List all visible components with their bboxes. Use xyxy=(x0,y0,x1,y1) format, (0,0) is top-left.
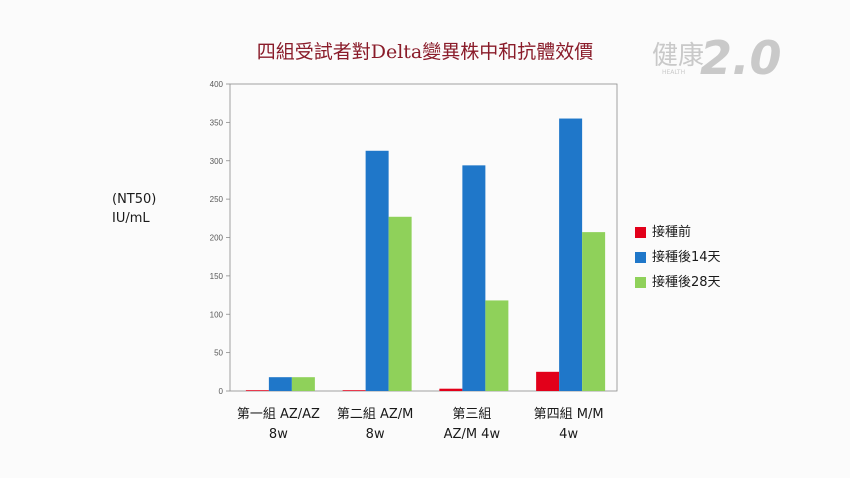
y-tick-label: 100 xyxy=(210,310,224,319)
y-tick-label: 350 xyxy=(210,118,224,127)
bar-3-4 xyxy=(582,232,606,391)
bar-2-1 xyxy=(268,377,292,391)
bar-2-2 xyxy=(365,150,389,391)
chart-title: 四組受試者對Delta變異株中和抗體效價 xyxy=(257,41,594,63)
y-axis-label: IU/mL xyxy=(112,211,150,226)
category-label: AZ/M 4w xyxy=(444,427,501,442)
legend-label: 接種前 xyxy=(652,224,691,240)
health-2-logo: 健康 2.0 HEALTH xyxy=(652,31,782,85)
bar-3-1 xyxy=(291,377,315,391)
category-label: 8w xyxy=(366,427,385,442)
bar-1-1 xyxy=(245,390,269,391)
category-label: 第三組 xyxy=(452,407,491,422)
logo-main-text: 健康 xyxy=(652,41,704,71)
legend-swatch xyxy=(635,227,646,238)
bar-1-3 xyxy=(439,388,463,391)
bar-3-2 xyxy=(388,216,412,391)
legend-swatch xyxy=(635,252,646,263)
bar-2-4 xyxy=(559,118,583,391)
category-label: 第四組 M/M xyxy=(534,407,604,422)
bar-3-3 xyxy=(485,300,509,391)
y-tick-label: 50 xyxy=(214,349,223,358)
category-label: 8w xyxy=(269,427,288,442)
y-tick-label: 250 xyxy=(210,195,224,204)
logo-version-text: 2.0 xyxy=(700,31,782,85)
plot-area: 0 50 100 150 200 250 300 350 400 (NT50) IU/mL 第一組 A… xyxy=(112,80,721,442)
y-tick-label: 0 xyxy=(219,387,224,396)
legend-label: 接種後14天 xyxy=(652,249,721,265)
legend-label: 接種後28天 xyxy=(652,274,721,290)
bar-2-3 xyxy=(462,165,486,391)
y-tick-label: 150 xyxy=(210,272,224,281)
logo-small-text: HEALTH xyxy=(662,69,685,76)
y-tick-label: 400 xyxy=(210,80,224,89)
legend-swatch xyxy=(635,277,646,288)
category-label: 第二組 AZ/M xyxy=(337,407,414,422)
category-label: 4w xyxy=(559,427,578,442)
y-tick-label: 300 xyxy=(210,157,224,166)
plot-border xyxy=(229,83,618,392)
y-axis-label: (NT50) xyxy=(112,192,156,207)
bar-1-4 xyxy=(536,371,560,391)
bar-1-2 xyxy=(342,390,366,391)
y-tick-label: 200 xyxy=(210,234,224,243)
category-label: 第一組 AZ/AZ xyxy=(237,407,320,422)
